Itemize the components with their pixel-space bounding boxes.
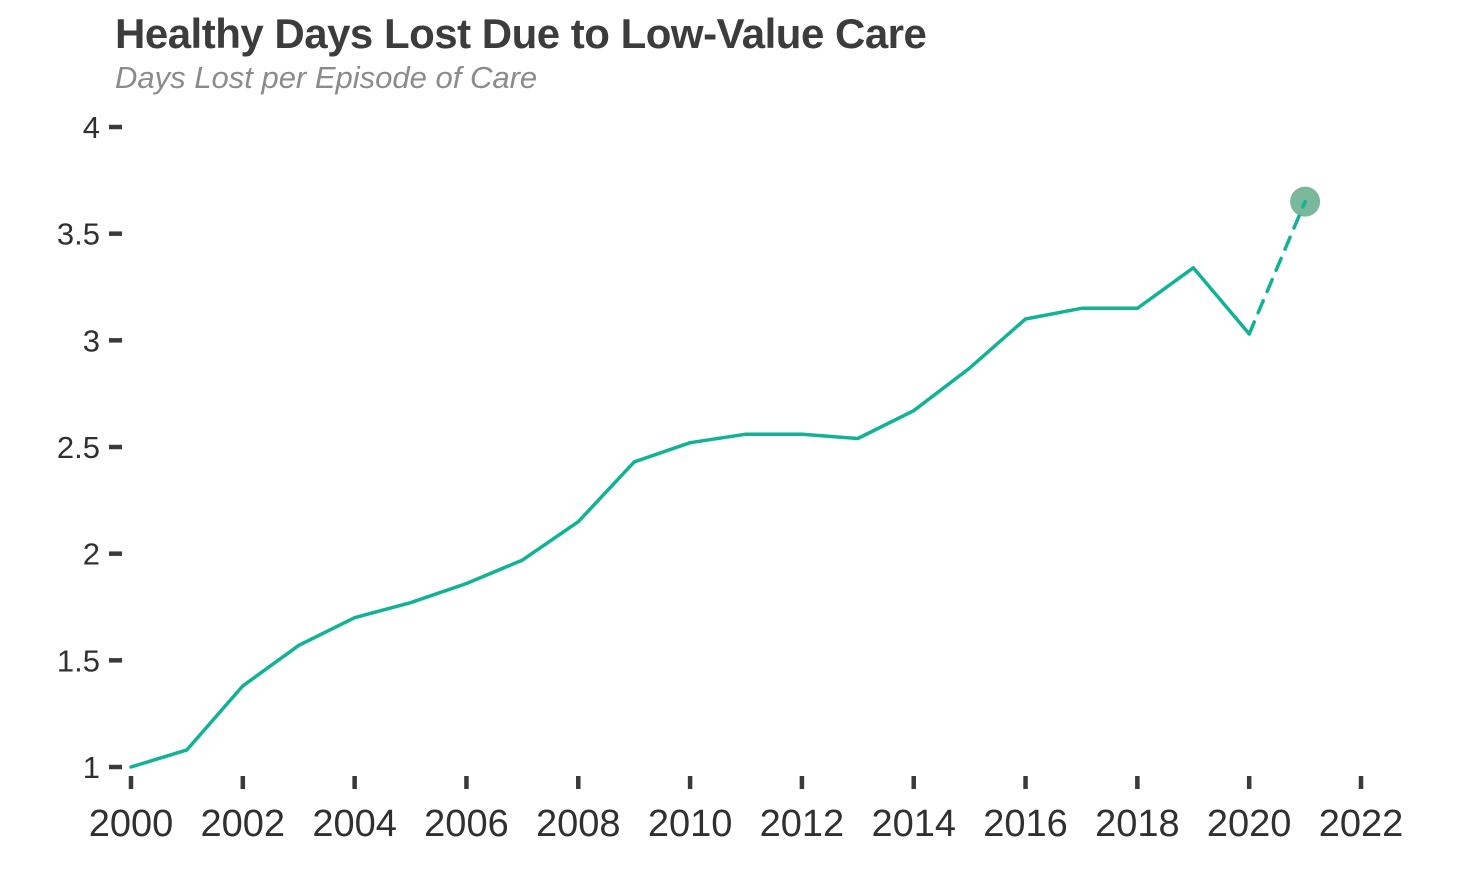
x-axis-tick-label: 2008 <box>536 803 621 845</box>
data-line <box>129 266 1251 769</box>
projection-dashed-line <box>1247 199 1307 336</box>
y-axis-tick-label: 4 <box>83 110 100 145</box>
chart-title: Healthy Days Lost Due to Low-Value Care <box>115 10 927 57</box>
y-axis-tick-label: 1.5 <box>57 643 100 678</box>
y-axis-tick-label: 3.5 <box>57 217 100 252</box>
y-axis-tick-label: 2.5 <box>57 430 100 465</box>
x-axis-tick-label: 2006 <box>424 803 509 845</box>
x-axis-tick-label: 2018 <box>1095 803 1180 845</box>
chart-subtitle: Days Lost per Episode of Care <box>115 60 538 95</box>
x-axis-tick-label: 2016 <box>983 803 1068 845</box>
x-axis-tick-label: 2004 <box>312 803 397 845</box>
x-axis-tick-label: 2014 <box>871 803 956 845</box>
y-axis-tick-label: 2 <box>83 537 100 572</box>
x-axis-tick-label: 2012 <box>760 803 845 845</box>
y-axis-tick-label: 1 <box>83 750 100 785</box>
x-axis-tick-label: 2020 <box>1207 803 1292 845</box>
x-axis-tick-label: 2000 <box>89 803 174 845</box>
x-axis-tick-label: 2002 <box>201 803 286 845</box>
x-axis-tick-label: 2022 <box>1319 803 1404 845</box>
x-axis-tick-label: 2010 <box>648 803 733 845</box>
y-axis-tick-label: 3 <box>83 323 100 358</box>
